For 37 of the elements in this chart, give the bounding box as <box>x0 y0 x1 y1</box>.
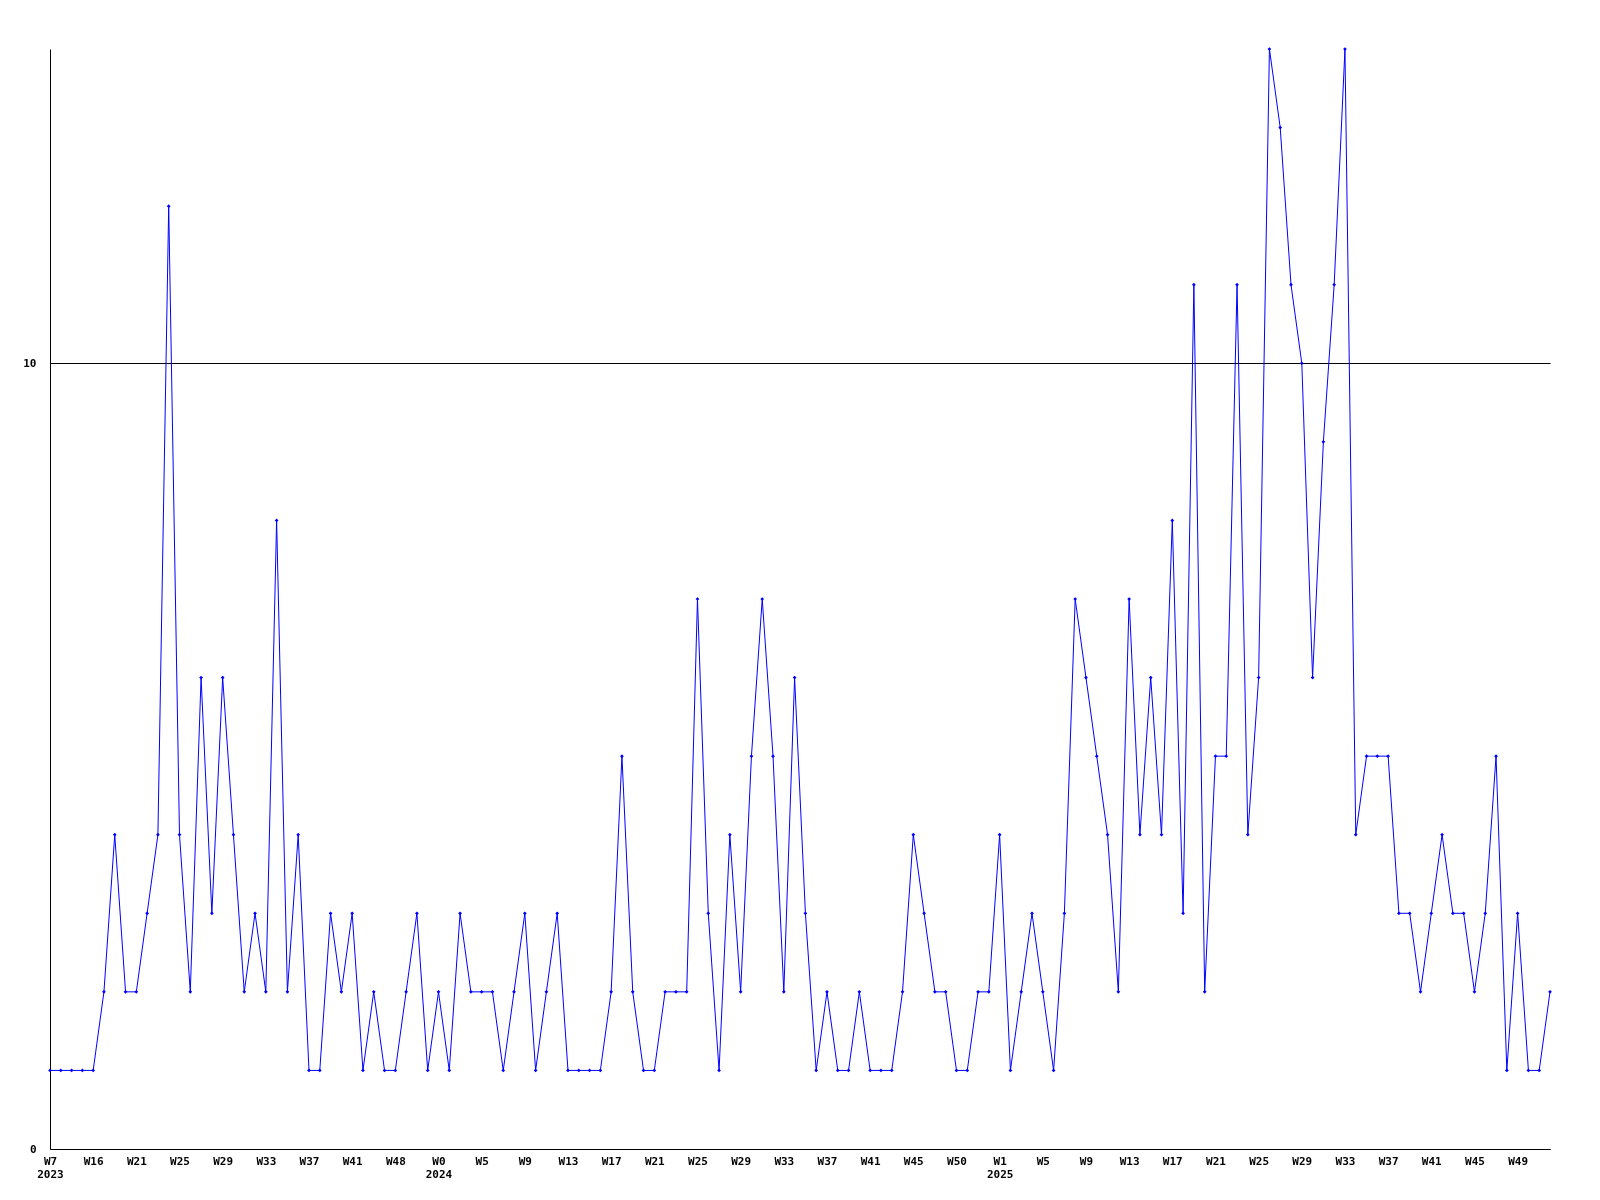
x-tick-label: W13 <box>1119 1154 1140 1168</box>
x-tick-label: W37 <box>1378 1154 1399 1168</box>
x-tick-label: W45 <box>903 1154 924 1168</box>
x-tick-label: W33 <box>256 1154 277 1168</box>
x-tick-label: W29 <box>731 1154 752 1168</box>
x-tick-label: W41 <box>1421 1154 1443 1168</box>
x-tick-label: W33 <box>774 1154 795 1168</box>
x-tick-label: W41 <box>860 1154 881 1168</box>
x-tick-label: W37 <box>817 1154 838 1168</box>
x-tick-label: W5 <box>1036 1154 1050 1168</box>
x-tick-label: W50 <box>947 1154 967 1168</box>
x-tick-label: W25 <box>688 1154 708 1168</box>
x-tick-label: W9 <box>518 1154 532 1168</box>
x-tick-label: W37 <box>299 1154 320 1168</box>
x-tick-label: W25 <box>1249 1154 1270 1168</box>
x-tick-label: W5 <box>475 1154 489 1168</box>
y-tick-label: 0 <box>29 1142 37 1156</box>
y-tick-label: 10 <box>23 356 37 370</box>
x-tick-label: W7 2023 <box>37 1154 64 1181</box>
x-tick-label: W49 <box>1508 1154 1529 1168</box>
x-tick-label: W29 <box>213 1154 234 1168</box>
x-tick-label: W21 <box>644 1154 666 1168</box>
x-tick-label: W0 2024 <box>425 1154 453 1181</box>
x-tick-label: W45 <box>1465 1154 1485 1168</box>
x-tick-label: W21 <box>126 1154 148 1168</box>
x-tick-label: W9 <box>1079 1154 1094 1168</box>
x-tick-label: W25 <box>170 1154 190 1168</box>
x-tick-label: W21 <box>1206 1154 1227 1168</box>
x-tick-label: W13 <box>558 1154 579 1168</box>
x-tick-label: W48 <box>385 1154 406 1168</box>
x-tick-label: W17 <box>601 1154 622 1168</box>
x-tick-label: W17 <box>1162 1154 1183 1168</box>
x-tick-label: W41 <box>342 1154 363 1168</box>
x-tick-label: W29 <box>1292 1154 1313 1168</box>
x-tick-label: W1 2025 <box>986 1154 1014 1181</box>
x-tick-label: W16 <box>83 1154 104 1168</box>
x-tick-label: W33 <box>1335 1154 1356 1168</box>
